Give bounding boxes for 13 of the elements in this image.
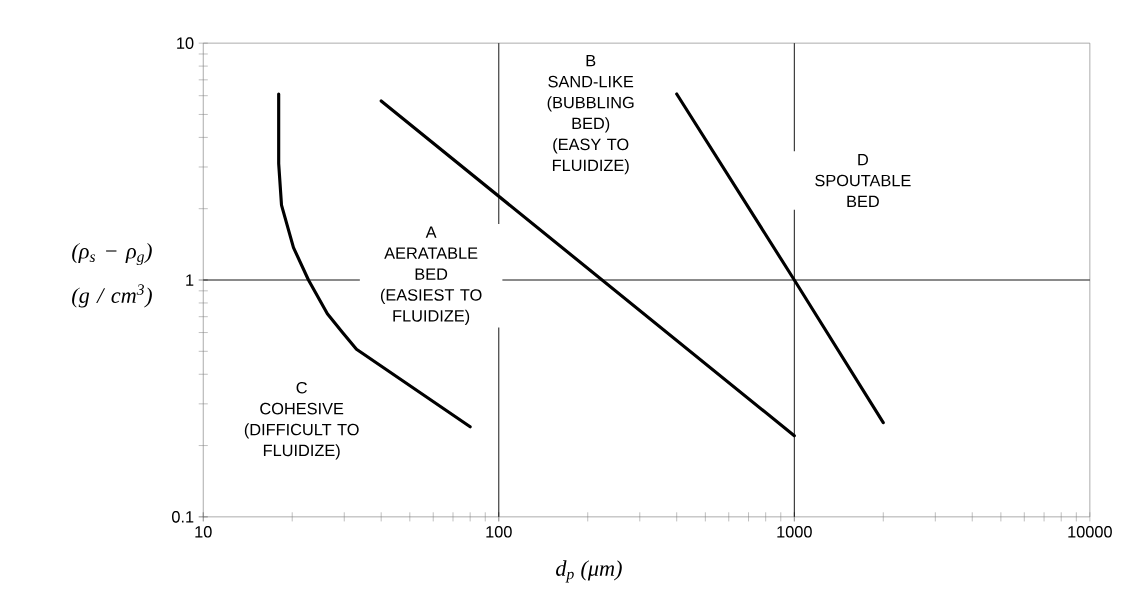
annotation: D SPOUTABLE BED <box>815 153 911 207</box>
x-tick-label: 100 <box>486 525 512 538</box>
x-tick-label: 10000 <box>1068 525 1112 538</box>
annotation: A AERATABLE BED (EASIEST TO FLUIDIZE) <box>380 226 482 325</box>
x-axis-title: d$_{p}$ (μm) <box>556 560 622 583</box>
x-tick-label: 10 <box>195 525 212 538</box>
y-tick-label: 1 <box>186 274 194 286</box>
y-axis-title: (ρ$_{s}$ − ρ$_{g}$) (g / cm$^{3}$) <box>72 242 152 308</box>
y-tick-label: 0.1 <box>172 510 194 523</box>
annotation: C COHESIVE (DIFFICULT TO FLUIDIZE) <box>244 381 359 460</box>
annotation: B SAND-LIKE (BUBBLING BED) (EASY TO FLUIDIZE) <box>547 54 634 175</box>
y-tick-label: 10 <box>177 37 194 49</box>
x-tick-label: 1000 <box>777 525 812 538</box>
